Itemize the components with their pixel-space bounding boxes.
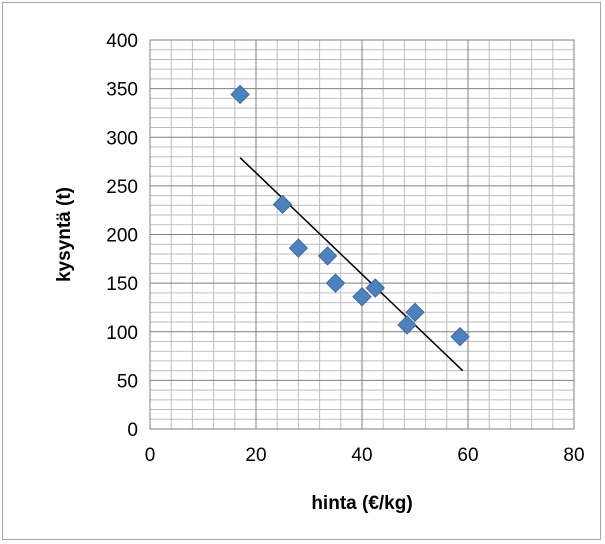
data-point xyxy=(230,84,250,105)
chart-frame xyxy=(2,2,601,540)
y-tick-label: 400 xyxy=(106,31,138,52)
x-tick-label: 0 xyxy=(145,445,156,466)
data-points xyxy=(230,84,470,347)
y-tick-label: 250 xyxy=(106,177,138,198)
y-tick-label: 100 xyxy=(106,323,138,344)
y-tick-label: 300 xyxy=(106,128,138,149)
x-axis-title: hinta (€/kg) xyxy=(311,493,412,514)
y-tick-label: 50 xyxy=(117,371,138,392)
y-tick-label: 200 xyxy=(106,226,138,247)
y-tick-label: 150 xyxy=(106,274,138,295)
data-point xyxy=(450,326,470,347)
x-tick-label: 40 xyxy=(351,445,372,466)
plot-area xyxy=(149,39,575,430)
x-tick-label: 20 xyxy=(245,445,266,466)
data-point xyxy=(317,246,338,266)
data-point xyxy=(352,287,372,307)
data-point xyxy=(325,273,346,293)
y-axis-tick-labels: 0 50 100 150 200 250 300 350 400 xyxy=(106,31,138,441)
data-point xyxy=(272,194,293,215)
data-point xyxy=(405,302,425,323)
x-tick-label: 80 xyxy=(563,445,584,466)
data-point xyxy=(397,315,417,335)
trendline xyxy=(239,157,464,372)
trendline-layer xyxy=(239,157,464,372)
y-tick-label: 0 xyxy=(127,420,138,441)
data-point xyxy=(288,238,309,258)
data-point xyxy=(365,278,385,298)
y-axis-title: kysyntä (t) xyxy=(54,187,75,282)
x-axis-tick-labels: 0 20 40 60 80 xyxy=(145,445,585,466)
x-tick-label: 60 xyxy=(457,445,478,466)
y-tick-label: 350 xyxy=(106,80,138,101)
